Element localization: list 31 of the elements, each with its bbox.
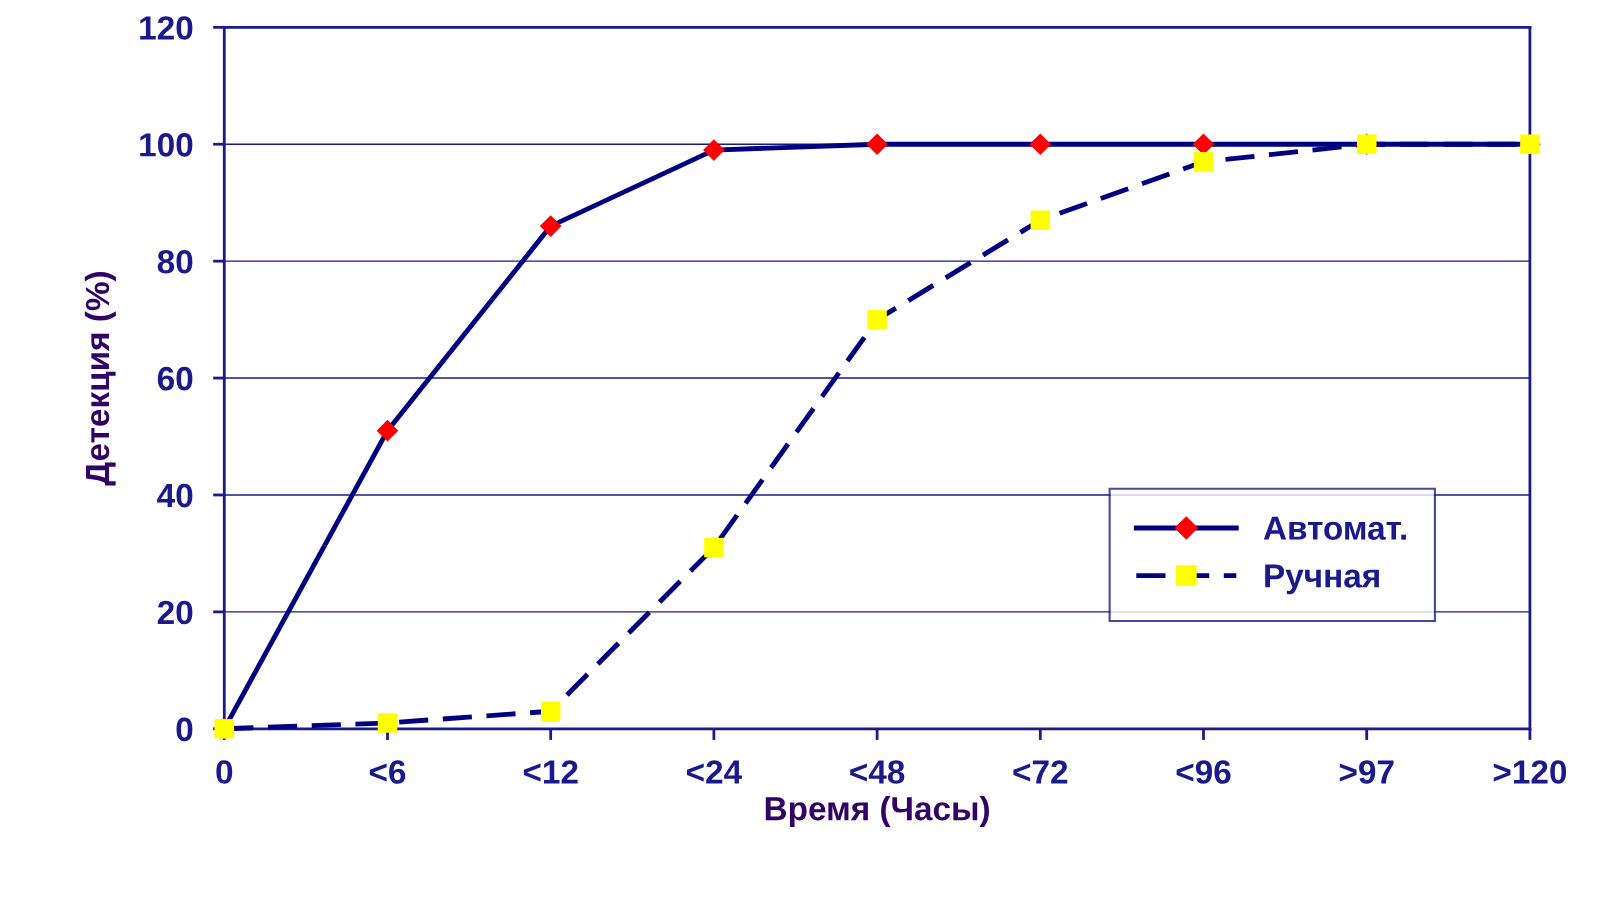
y-tick-label: 60 (157, 366, 193, 391)
point (376, 419, 399, 442)
y-axis-title: Детекция (%) (84, 272, 116, 486)
x-tick-label: <24 (687, 760, 742, 784)
point (539, 215, 562, 237)
x-tick-label: <48 (850, 760, 905, 784)
point (540, 701, 561, 721)
point (703, 139, 725, 161)
point (1029, 133, 1052, 156)
y-tick-label: 100 (140, 133, 193, 157)
legend-label: Ручная (1265, 564, 1379, 595)
y-tick-label: 120 (140, 16, 193, 40)
x-tick-label: <72 (1013, 760, 1068, 784)
y-tick-label: 80 (157, 249, 193, 274)
x-tick-label: <12 (523, 760, 578, 784)
y-tick-label: 20 (157, 600, 193, 625)
point (867, 309, 887, 330)
x-tick-label: 0 (216, 760, 233, 784)
y-tick-label: 40 (157, 483, 193, 508)
x-tick-label: <6 (369, 760, 406, 784)
x-tick-label: >120 (1493, 760, 1567, 784)
point (377, 713, 398, 733)
x-axis-title: Время (Часы) (765, 795, 989, 828)
legend-label: Автомат. (1263, 516, 1406, 540)
y-tick-label: 0 (176, 717, 193, 742)
point (866, 133, 888, 156)
point (1030, 210, 1051, 230)
point (704, 537, 724, 558)
x-tick-label: >97 (1339, 760, 1394, 784)
point (1193, 152, 1214, 172)
x-tick-label: <96 (1176, 760, 1231, 784)
